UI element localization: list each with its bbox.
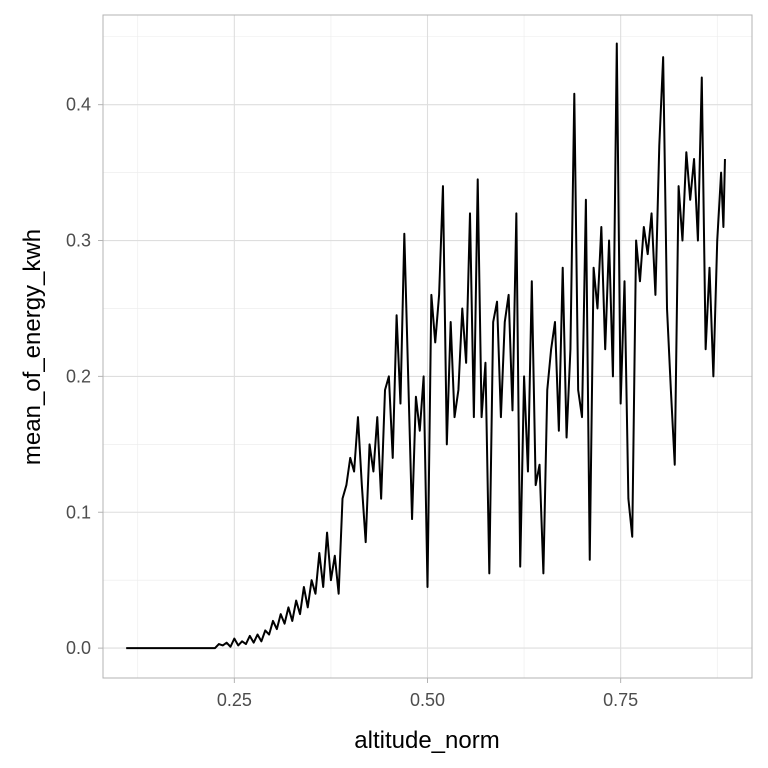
y-tick-label: 0.1 bbox=[66, 502, 91, 522]
x-axis-ticks: 0.25 0.50 0.75 bbox=[217, 678, 638, 710]
y-tick-label: 0.2 bbox=[66, 366, 91, 386]
x-tick-label: 0.75 bbox=[603, 690, 638, 710]
x-tick-label: 0.25 bbox=[217, 690, 252, 710]
y-tick-label: 0.4 bbox=[66, 95, 91, 115]
y-tick-label: 0.3 bbox=[66, 231, 91, 251]
y-tick-label: 0.0 bbox=[66, 638, 91, 658]
series-layer bbox=[126, 42, 726, 650]
y-axis-title: mean_of_energy_kwh bbox=[19, 229, 46, 465]
x-axis-title: altitude_norm bbox=[354, 727, 499, 754]
y-axis-ticks: 0.0 0.1 0.2 0.3 0.4 bbox=[66, 95, 103, 658]
series-line bbox=[126, 42, 726, 650]
x-tick-label: 0.50 bbox=[410, 690, 445, 710]
